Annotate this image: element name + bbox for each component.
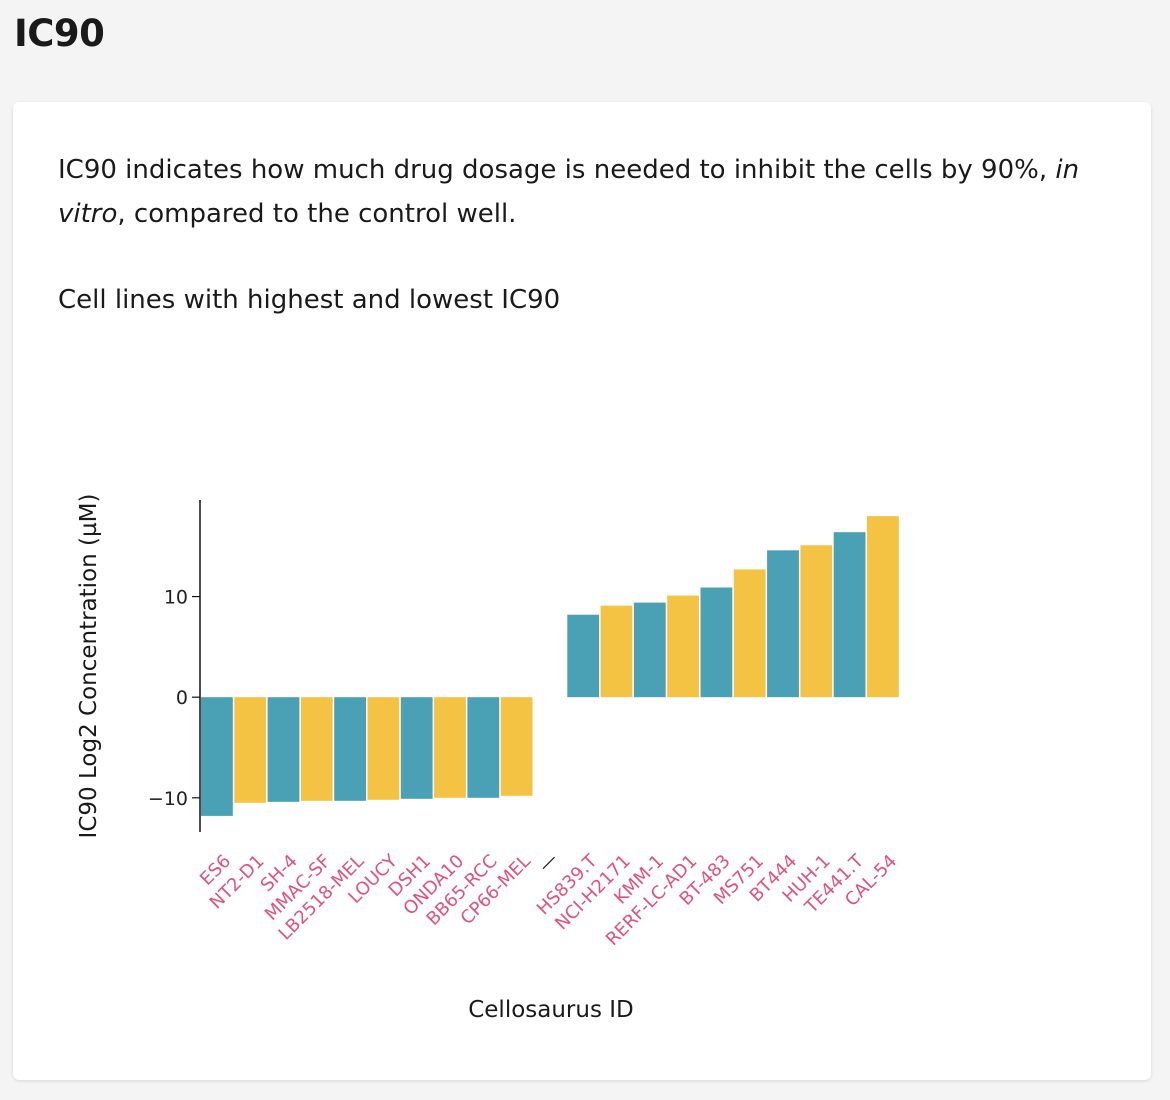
separator-label: — xyxy=(535,849,563,877)
bar-huh-1 xyxy=(800,545,833,698)
y-tick-label: 0 xyxy=(176,687,188,709)
bar-onda10 xyxy=(434,697,466,798)
bar-bt444 xyxy=(767,550,799,698)
bar-es6 xyxy=(201,697,233,816)
bar-rerf-lc-ad1 xyxy=(667,595,699,698)
bar-bb65-rcc xyxy=(467,697,500,798)
bar-cal-54 xyxy=(867,516,899,698)
page-title: IC90 xyxy=(14,12,105,55)
bar-kmm-1 xyxy=(633,602,666,698)
y-tick-label: −10 xyxy=(148,788,188,810)
bar-lb2518-mel xyxy=(334,697,366,801)
y-axis-title: IC90 Log2 Concentration (µM) xyxy=(76,494,102,839)
ic90-card: IC90 indicates how much drug dosage is n… xyxy=(13,102,1151,1080)
y-tick-label: 10 xyxy=(164,587,188,609)
bar-nt2-d1 xyxy=(234,697,267,803)
bar-bt-483 xyxy=(700,587,733,698)
bar-hs839-t xyxy=(567,614,600,698)
bar-ms751 xyxy=(733,569,766,698)
bar-loucy xyxy=(367,697,400,800)
bar-te441-t xyxy=(833,532,866,698)
description: IC90 indicates how much drug dosage is n… xyxy=(58,148,1098,236)
bar-cp66-mel xyxy=(500,697,533,796)
bar-nci-h2171 xyxy=(600,605,633,698)
bar-mmac-sf xyxy=(300,697,333,801)
bar-sh-4 xyxy=(267,697,300,802)
x-axis-title: Cellosaurus ID xyxy=(468,997,634,1023)
chart-subtitle: Cell lines with highest and lowest IC90 xyxy=(58,285,561,315)
description-italic: in vitro xyxy=(58,155,1080,229)
bar-dsh1 xyxy=(400,697,433,799)
description-suffix: , compared to the control well. xyxy=(117,199,517,229)
description-prefix: IC90 indicates how much drug dosage is n… xyxy=(58,155,1056,185)
